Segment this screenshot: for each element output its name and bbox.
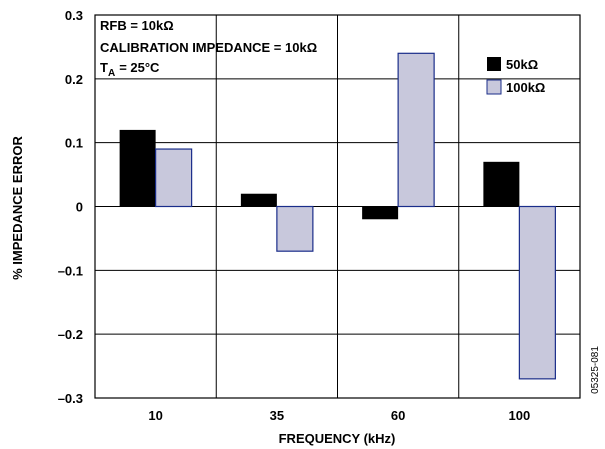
- legend-swatch-50k: [487, 57, 501, 71]
- y-tick-label: 0.2: [65, 72, 83, 87]
- annotation-temperature-symbol: T: [100, 60, 108, 75]
- y-tick-label: –0.3: [58, 391, 83, 406]
- bar-100k-100: [518, 205, 556, 380]
- legend-label-50k: 50kΩ: [506, 57, 538, 72]
- annotation-rfb: RFB = 10kΩ: [100, 18, 174, 33]
- annotations: RFB = 10kΩ CALIBRATION IMPEDANCE = 10kΩ …: [100, 18, 317, 79]
- annotation-calibration: CALIBRATION IMPEDANCE = 10kΩ: [100, 40, 317, 55]
- x-tick-label: 60: [391, 408, 405, 423]
- x-tick-label: 10: [148, 408, 162, 423]
- bars: [119, 52, 556, 380]
- y-tick-label: –0.1: [58, 263, 83, 278]
- bar-50k-10: [119, 129, 156, 207]
- legend-swatch-100k: [486, 79, 502, 95]
- bar-50k-60: [362, 206, 399, 220]
- bar-50k-35: [240, 193, 277, 207]
- x-tick-labels: 10 35 60 100: [148, 408, 530, 423]
- bar-50k-100: [483, 161, 520, 207]
- annotation-temperature-value: = 25°C: [119, 60, 160, 75]
- annotation-temperature: TA = 25°C: [100, 60, 160, 79]
- legend-label-100k: 100kΩ: [506, 80, 545, 95]
- annotation-temperature-subscript: A: [108, 68, 115, 79]
- y-tick-label: 0.3: [65, 8, 83, 23]
- y-tick-label: 0.1: [65, 136, 83, 151]
- plot-frame: [94, 14, 581, 399]
- figure-code: 05325-081: [590, 346, 601, 394]
- x-tick-label: 100: [509, 408, 531, 423]
- x-axis-label: FREQUENCY (kHz): [279, 431, 396, 446]
- y-axis-label: % IMPEDANCE ERROR: [10, 136, 25, 280]
- legend: 50kΩ 100kΩ: [486, 57, 545, 95]
- bar-100k-10: [155, 148, 193, 208]
- x-tick-label: 35: [270, 408, 284, 423]
- y-tick-label: –0.2: [58, 327, 83, 342]
- y-tick-labels: 0.3 0.2 0.1 0 –0.1 –0.2 –0.3: [58, 8, 83, 406]
- bar-100k-35: [276, 205, 314, 252]
- y-tick-label: 0: [76, 200, 83, 215]
- bar-100k-60: [397, 52, 435, 208]
